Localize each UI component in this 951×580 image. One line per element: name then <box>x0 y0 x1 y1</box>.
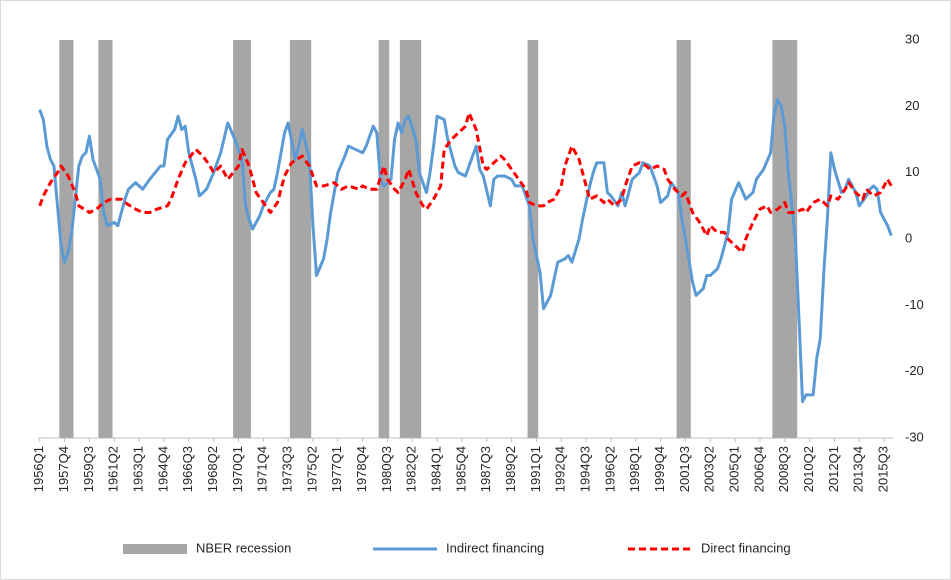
x-tick-label: 2015Q3 <box>876 446 891 492</box>
x-tick-label: 1984Q1 <box>429 446 444 492</box>
x-tick-label: 2008Q3 <box>776 446 791 492</box>
x-tick-label: 1963Q1 <box>131 446 146 492</box>
x-tick-label: 1998Q1 <box>627 446 642 492</box>
recession-band <box>98 40 113 438</box>
x-tick-label: 1968Q2 <box>205 446 220 492</box>
x-tick-label: 2005Q1 <box>727 446 742 492</box>
x-tick-label: 2001Q3 <box>677 446 692 492</box>
recession-band <box>289 40 312 438</box>
x-tick-label: 1989Q2 <box>503 446 518 492</box>
legend-label: NBER recession <box>196 540 291 555</box>
x-tick-label: 1985Q4 <box>453 446 468 492</box>
x-tick-label: 1970Q1 <box>230 446 245 492</box>
recession-band <box>233 40 251 438</box>
x-tick-label: 1959Q3 <box>81 446 96 492</box>
x-tick-label: 1957Q4 <box>56 446 71 492</box>
x-tick-label: 1973Q3 <box>280 446 295 492</box>
x-tick-label: 1971Q4 <box>255 446 270 492</box>
x-tick-label: 1975Q2 <box>304 446 319 492</box>
x-tick-label: 2012Q1 <box>826 446 841 492</box>
line-series <box>38 111 893 254</box>
y-tick-label: -30 <box>905 429 924 444</box>
y-tick-label: -20 <box>905 363 924 378</box>
x-tick-label: 1996Q2 <box>602 446 617 492</box>
x-tick-label: 1966Q3 <box>180 446 195 492</box>
x-tick-label: 1980Q3 <box>379 446 394 492</box>
legend-label: Indirect financing <box>446 540 544 555</box>
y-tick-label: 10 <box>905 164 919 179</box>
y-tick-label: 30 <box>905 31 919 46</box>
recession-band <box>378 40 390 438</box>
x-tick-label: 1961Q2 <box>106 446 121 492</box>
x-tick-label: 2010Q2 <box>801 446 816 492</box>
recession-band <box>676 40 691 438</box>
x-tick-label: 2013Q4 <box>851 446 866 492</box>
y-tick-label: 0 <box>905 230 912 245</box>
x-tick-label: 1977Q1 <box>329 446 344 492</box>
x-tick-label: 1991Q1 <box>528 446 543 492</box>
x-tick-label: 1956Q1 <box>31 446 46 492</box>
x-tick-label: 1982Q2 <box>404 446 419 492</box>
x-tick-label: 2003Q2 <box>702 446 717 492</box>
y-tick-label: 20 <box>905 98 919 113</box>
x-tick-label: 1964Q4 <box>155 446 170 492</box>
line-series <box>38 98 893 404</box>
x-tick-label: 1994Q3 <box>578 446 593 492</box>
x-tick-label: 1987Q3 <box>478 446 493 492</box>
x-tick-label: 1992Q4 <box>553 446 568 492</box>
recession-band <box>59 40 74 438</box>
x-tick-label: 1999Q4 <box>652 446 667 492</box>
y-tick-label: -10 <box>905 297 924 312</box>
recession-band <box>399 40 422 438</box>
legend-swatch <box>123 544 187 554</box>
x-tick-label: 1978Q4 <box>354 446 369 492</box>
recession-band <box>772 40 798 438</box>
x-tick-label: 2006Q4 <box>751 446 766 492</box>
legend-label: Direct financing <box>701 540 791 555</box>
